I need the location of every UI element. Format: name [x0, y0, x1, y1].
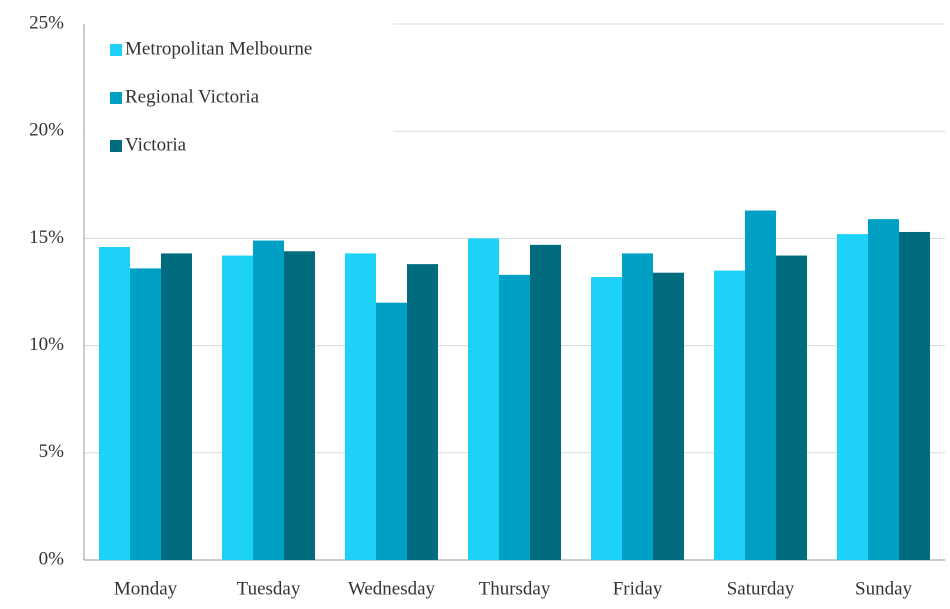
y-tick-label: 25%	[29, 12, 64, 33]
bar	[530, 244, 561, 560]
x-tick-label: Friday	[613, 578, 663, 599]
legend-swatch	[110, 44, 122, 56]
y-tick-label: 10%	[29, 334, 64, 355]
legend-label: Metropolitan Melbourne	[125, 38, 312, 59]
bar	[99, 246, 130, 560]
legend-swatch	[110, 140, 122, 152]
x-tick-label: Thursday	[479, 578, 551, 599]
bar	[745, 210, 776, 560]
bar	[284, 251, 315, 561]
bar	[899, 231, 930, 560]
bar	[776, 255, 807, 560]
legend-background	[85, 10, 393, 160]
bar	[253, 240, 284, 560]
y-tick-label: 20%	[29, 120, 64, 141]
bar	[468, 238, 499, 560]
bar	[376, 302, 407, 560]
bar	[653, 272, 684, 560]
bar	[714, 270, 745, 560]
y-tick-label: 0%	[39, 548, 65, 569]
bar	[130, 268, 161, 560]
x-tick-label: Sunday	[855, 578, 913, 599]
bar	[499, 274, 530, 560]
legend-swatch	[110, 92, 122, 104]
x-tick-label: Wednesday	[348, 578, 436, 599]
bar	[868, 219, 899, 560]
x-tick-label: Monday	[114, 578, 178, 599]
bar	[345, 253, 376, 560]
x-tick-label: Saturday	[727, 578, 795, 599]
bar	[161, 253, 192, 560]
bar	[222, 255, 253, 560]
bar	[407, 264, 438, 560]
x-tick-label: Tuesday	[237, 578, 301, 599]
bar	[591, 276, 622, 560]
y-tick-label: 5%	[39, 441, 65, 462]
legend-label: Regional Victoria	[125, 86, 260, 107]
bar	[837, 234, 868, 560]
legend-label: Victoria	[125, 134, 187, 155]
y-tick-label: 15%	[29, 227, 64, 248]
bar	[622, 253, 653, 560]
